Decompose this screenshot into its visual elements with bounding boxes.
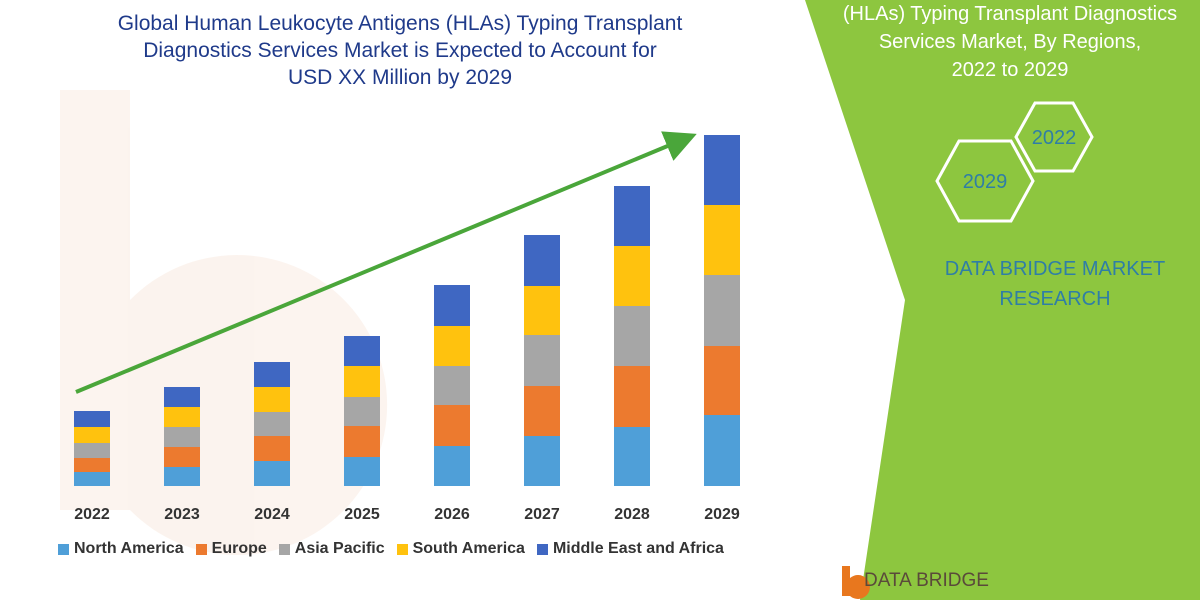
x-axis-ticks: 2022 2023 2024 2025 2026 2027 2028 2029: [74, 506, 740, 523]
bar-segment-2023-north-america: [164, 467, 200, 486]
legend-item-middle-east-and-africa: Middle East and Africa: [536, 540, 724, 558]
bar-segment-2027-south-america: [524, 286, 560, 335]
legend-swatch: [396, 543, 408, 555]
hexagon-2022: [1014, 101, 1094, 173]
bar-segment-2028-asia-pacific: [614, 306, 650, 366]
bar-segment-2024-north-america: [254, 461, 290, 486]
brand-name: DATA BRIDGE MARKET RESEARCH: [905, 254, 1200, 314]
bar-segment-2025-middle-east-and-africa: [344, 336, 380, 366]
bar-segment-2027-asia-pacific: [524, 335, 560, 386]
side-title-line-2: Services Market, By Regions,: [878, 31, 1142, 53]
legend-label: Middle East and Africa: [552, 540, 724, 557]
title-line-1: Global Human Leukocyte Antigens (HLAs) T…: [117, 12, 683, 35]
bar-segment-2027-north-america: [524, 436, 560, 486]
bar-segment-2026-south-america: [434, 326, 470, 366]
bar-segment-2023-europe: [164, 447, 200, 467]
bar-segment-2028-europe: [614, 366, 650, 427]
bar-segment-2022-asia-pacific: [74, 443, 110, 458]
hexagon-2022-label: 2022: [1032, 127, 1077, 149]
legend-item-europe: Europe: [195, 540, 267, 558]
bar-segment-2029-asia-pacific: [704, 275, 740, 346]
brand-line-1: DATA BRIDGE MARKET: [944, 258, 1166, 280]
bar-segment-2027-europe: [524, 386, 560, 436]
bar-segment-2022-north-america: [74, 472, 110, 486]
legend-swatch: [58, 543, 69, 555]
bar-segment-2024-asia-pacific: [254, 412, 290, 436]
bar-segment-2024-middle-east-and-africa: [254, 362, 290, 387]
bar-segment-2025-asia-pacific: [344, 397, 380, 426]
bar-segment-2023-south-america: [164, 407, 200, 427]
side-panel-title: (HLAs) Typing Transplant Diagnostics Ser…: [800, 0, 1200, 84]
bar-segment-2026-asia-pacific: [434, 366, 470, 405]
hexagon-2029: [935, 139, 1035, 223]
bar-segment-2022-europe: [74, 458, 110, 472]
hexagon-2029-label: 2029: [963, 171, 1008, 193]
bar-segment-2029-middle-east-and-africa: [704, 135, 740, 205]
trend-arrow: [75, 131, 697, 394]
legend-item-north-america: North America: [58, 540, 184, 558]
bar-segment-2026-north-america: [434, 446, 470, 486]
x-tick-label-2023: 2023: [164, 506, 200, 523]
x-tick-label-2025: 2025: [344, 506, 380, 523]
bar-segment-2026-europe: [434, 405, 470, 446]
bar-segment-2025-north-america: [344, 457, 380, 486]
legend-label: North America: [74, 540, 184, 557]
x-tick-label-2027: 2027: [524, 506, 560, 523]
legend-item-south-america: South America: [396, 540, 525, 558]
legend-label: South America: [412, 540, 525, 557]
bar-segment-2022-south-america: [74, 427, 110, 443]
bar-segment-2022-middle-east-and-africa: [74, 411, 110, 427]
title-line-3: USD XX Million by 2029: [287, 66, 513, 89]
bar-segment-2024-europe: [254, 436, 290, 461]
legend-label: Europe: [211, 540, 267, 557]
side-title-line-1: (HLAs) Typing Transplant Diagnostics: [842, 3, 1178, 25]
bar-group: [74, 135, 740, 486]
x-tick-label-2024: 2024: [254, 506, 290, 523]
brand-logo-text: DATA BRIDGE: [864, 570, 989, 591]
bar-segment-2029-south-america: [704, 205, 740, 275]
legend-swatch: [195, 543, 207, 555]
legend-item-asia-pacific: Asia Pacific: [278, 540, 385, 558]
bar-segment-2025-europe: [344, 426, 380, 457]
brand-logo: [842, 566, 870, 599]
x-tick-label-2028: 2028: [614, 506, 650, 523]
bar-segment-2028-south-america: [614, 246, 650, 306]
x-tick-label-2022: 2022: [74, 506, 110, 523]
bar-segment-2023-middle-east-and-africa: [164, 387, 200, 407]
x-tick-label-2026: 2026: [434, 506, 470, 523]
bar-segment-2024-south-america: [254, 387, 290, 412]
bar-segment-2029-europe: [704, 346, 740, 415]
bar-segment-2028-north-america: [614, 427, 650, 486]
legend: North America Europe Asia Pacific South …: [58, 540, 724, 558]
bar-segment-2027-middle-east-and-africa: [524, 235, 560, 286]
brand-line-2: RESEARCH: [999, 288, 1111, 310]
legend-swatch: [536, 543, 548, 555]
x-tick-label-2029: 2029: [704, 506, 740, 523]
side-title-line-3: 2022 to 2029: [951, 59, 1069, 81]
bar-segment-2023-asia-pacific: [164, 427, 200, 447]
legend-swatch: [278, 543, 290, 555]
side-panel: [805, 0, 1200, 600]
title-line-2: Diagnostics Services Market is Expected …: [143, 39, 657, 62]
bar-segment-2028-middle-east-and-africa: [614, 186, 650, 246]
bar-segment-2026-middle-east-and-africa: [434, 285, 470, 326]
bar-segment-2025-south-america: [344, 366, 380, 397]
bar-segment-2029-north-america: [704, 415, 740, 486]
legend-label: Asia Pacific: [294, 540, 385, 557]
chart-title: Global Human Leukocyte Antigens (HLAs) T…: [40, 10, 760, 91]
